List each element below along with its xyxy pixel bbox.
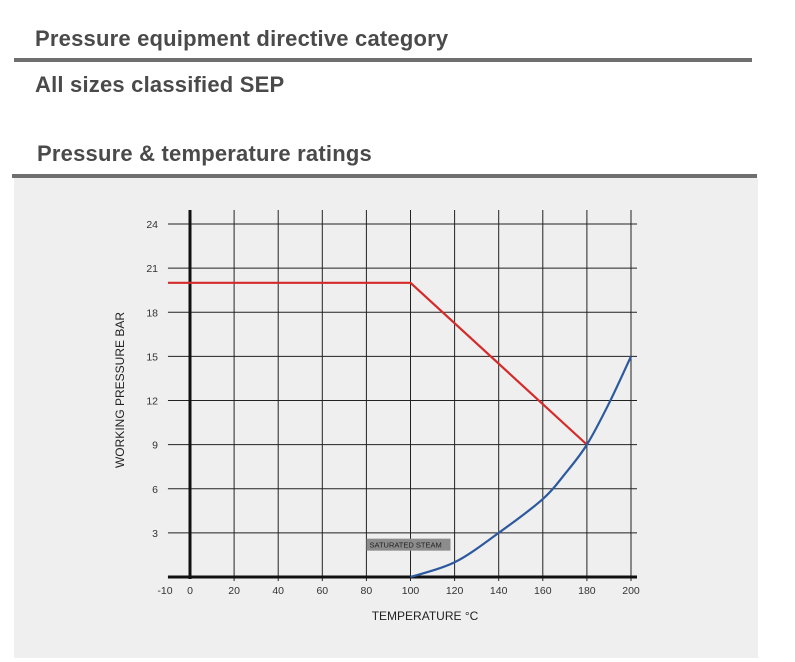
y-tick-label: 12 xyxy=(146,396,158,408)
y-tick-label: 15 xyxy=(146,351,158,363)
x-tick-label: -10 xyxy=(157,585,172,597)
x-tick-label: 80 xyxy=(361,585,373,597)
x-tick-label: 180 xyxy=(578,585,596,597)
y-axis-label: WORKING PRESSURE BAR xyxy=(113,312,127,468)
heading-divider xyxy=(14,58,752,62)
y-tick-label: 24 xyxy=(146,219,158,231)
x-tick-label: 0 xyxy=(187,585,193,597)
y-tick-label: 9 xyxy=(152,440,158,452)
saturated-steam-curve xyxy=(410,355,632,579)
x-tick-label: 140 xyxy=(490,585,508,597)
y-tick-label: 18 xyxy=(146,307,158,319)
heading-divider xyxy=(12,174,757,178)
heading-ratings: Pressure & temperature ratings xyxy=(37,141,372,166)
x-axis-label: TEMPERATURE °C xyxy=(372,609,479,623)
y-tick-label: 21 xyxy=(146,263,158,275)
x-tick-label: 120 xyxy=(446,585,464,597)
x-tick-label: 160 xyxy=(534,585,552,597)
rating-line xyxy=(167,281,588,446)
heading-pressure-equipment: Pressure equipment directive category xyxy=(35,26,449,51)
x-tick-label: 40 xyxy=(272,585,284,597)
saturated-steam-label: SATURATED STEAM xyxy=(370,541,442,550)
annotation-background xyxy=(366,538,451,551)
x-tick-label: 100 xyxy=(402,585,420,597)
heading-classification: All sizes classified SEP xyxy=(35,72,285,97)
x-tick-label: 60 xyxy=(316,585,328,597)
y-tick-label: 6 xyxy=(152,484,158,496)
x-tick-label: 200 xyxy=(622,585,640,597)
x-tick-label: 20 xyxy=(228,585,240,597)
y-tick-label: 3 xyxy=(152,528,158,540)
